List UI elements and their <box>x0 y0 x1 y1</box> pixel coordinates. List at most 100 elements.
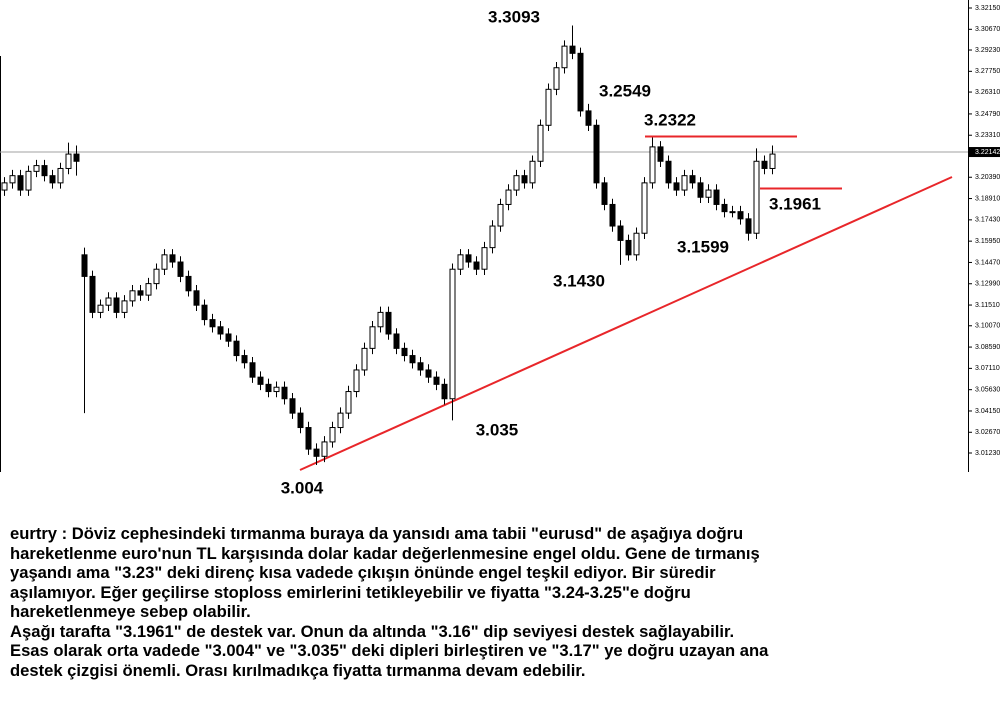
candle-body <box>289 398 296 414</box>
commentary-line: Aşağı tarafta "3.1961" de destek var. On… <box>10 621 735 641</box>
candle-body <box>297 412 304 429</box>
candle-body <box>601 182 608 205</box>
candle-body <box>585 110 592 126</box>
annotation: 3.035 <box>476 420 519 439</box>
candle-body <box>609 203 616 227</box>
candle-body <box>329 427 336 443</box>
y-tick-label: 3.12990 <box>975 281 1000 288</box>
candle-body <box>9 175 16 184</box>
candle-body <box>633 232 640 256</box>
candle-body <box>417 362 424 371</box>
candle-body <box>177 261 184 277</box>
y-tick-label: 3.27750 <box>975 68 1000 75</box>
candle-body <box>449 268 456 400</box>
commentary-line: aşılamıyor. Eğer geçilirse stoploss emir… <box>10 582 691 602</box>
candle-body <box>193 290 200 306</box>
commentary-line: hareketlenme euro'nun TL karşısında dola… <box>10 543 760 563</box>
annotation: 3.1599 <box>677 237 729 256</box>
annotation: 3.2322 <box>644 110 696 129</box>
candle-body <box>577 52 584 112</box>
candle-body <box>625 239 632 256</box>
candle-body <box>313 448 320 457</box>
candle-body <box>649 146 656 184</box>
candle-body <box>753 160 760 234</box>
candle-body <box>145 283 152 296</box>
candle-body <box>745 218 752 234</box>
candle-body <box>17 175 24 191</box>
y-tick-label: 3.10070 <box>975 323 1000 330</box>
candle-body <box>769 153 776 169</box>
candle-body <box>673 182 680 191</box>
candle-body <box>441 383 448 400</box>
y-tick-label: 3.20390 <box>975 174 1000 181</box>
candle-body <box>57 167 64 184</box>
current-price-box <box>969 147 1000 158</box>
candle-body <box>761 160 768 169</box>
y-tick-label: 3.01230 <box>975 450 1000 457</box>
candle-body <box>41 165 48 177</box>
candle-body <box>273 386 280 393</box>
candle-body <box>265 383 272 393</box>
candle-body <box>209 319 216 328</box>
candle-body <box>457 254 464 270</box>
candle-body <box>1 182 8 191</box>
y-tick-label: 3.15950 <box>975 238 1000 245</box>
candle-body <box>161 254 168 270</box>
candle-body <box>241 355 248 364</box>
candle-body <box>737 211 744 220</box>
candle-body <box>505 189 512 205</box>
candle-body <box>529 160 536 184</box>
annotation: 3.3093 <box>488 7 540 26</box>
candle-body <box>665 160 672 184</box>
candle-body <box>465 254 472 263</box>
candle-body <box>137 290 144 296</box>
y-tick-label: 3.02670 <box>975 429 1000 436</box>
candle-body <box>537 124 544 162</box>
candle-body <box>561 45 568 69</box>
y-tick-label: 3.17430 <box>975 217 1000 224</box>
candle-body <box>657 146 664 162</box>
candle-body <box>369 326 376 349</box>
y-tick-label: 3.11510 <box>975 302 1000 309</box>
candle-body <box>617 225 624 241</box>
candle-body <box>425 369 432 378</box>
annotation: 3.004 <box>281 478 324 497</box>
candle-body <box>65 153 72 169</box>
y-tick-label: 3.18910 <box>975 195 1000 202</box>
chart: 3.32150 3.30670 3.29230 3.27750 3.26310 3.247… <box>0 0 1000 497</box>
candle-body <box>113 297 120 313</box>
candle-body <box>129 290 136 302</box>
annotation: 3.2549 <box>599 81 651 100</box>
annotation: 3.1961 <box>769 194 821 213</box>
candle-body <box>569 45 576 54</box>
annotation: 3.1430 <box>553 271 605 290</box>
candle-body <box>393 333 400 349</box>
candle-body <box>73 153 80 162</box>
candle-body <box>489 225 496 249</box>
candle-body <box>249 362 256 378</box>
candle-body <box>409 355 416 364</box>
trend-line <box>299 176 953 471</box>
candle-body <box>689 175 696 184</box>
commentary-line: destek çizgisi önemli. Orası kırılmadıkç… <box>10 660 586 680</box>
candle-body <box>353 369 360 393</box>
candle-body <box>545 88 552 126</box>
commentary-line: eurtry : Döviz cephesindeki tırmanma bur… <box>10 524 744 543</box>
candle-body <box>185 275 192 292</box>
candle-body <box>153 268 160 285</box>
candle-body <box>401 347 408 357</box>
candle-body <box>233 340 240 357</box>
commentary-line: Esas olarak orta vadede "3.004" ve "3.03… <box>10 641 769 660</box>
candle-body <box>121 300 128 313</box>
candle-body <box>697 182 704 198</box>
candle-body <box>521 175 528 184</box>
y-tick-label: 3.08590 <box>975 344 1000 351</box>
candle-body <box>513 175 520 191</box>
candle-body <box>377 311 384 328</box>
commentary-line: yaşandı ama "3.23" deki direnç kısa vade… <box>10 563 716 582</box>
candle-body <box>681 175 688 191</box>
candle-body <box>345 391 352 414</box>
candle-body <box>81 254 88 277</box>
candle-body <box>361 347 368 371</box>
